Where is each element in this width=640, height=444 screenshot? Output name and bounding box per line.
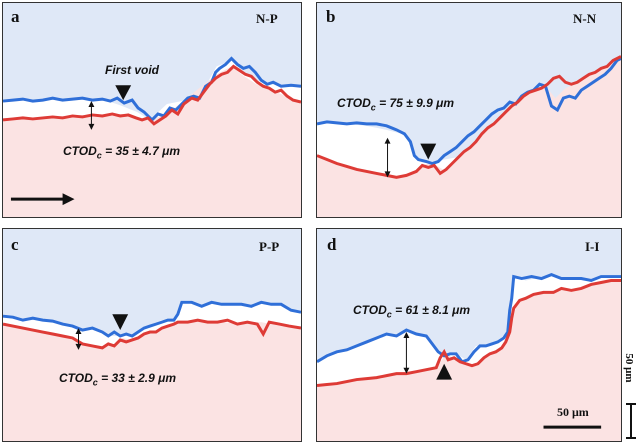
panel-b-ctod-text: CTODc = 75 ± 9.9 μm [337,96,454,112]
panel-a-void-marker [115,85,132,101]
panel-d-tag: I-I [585,239,600,254]
panel-d-blue-crack-line [317,272,621,364]
panel-b: b N-N CTODc = 75 ± 9.9 μm [316,2,622,218]
scale-bar-horizontal-label: 50 μm [557,405,589,419]
panel-c-red-crack-line [3,318,301,350]
panel-c-plot [3,229,301,441]
panel-d: d I-I CTODc = 61 ± 8.1 μm 50 μm [316,228,622,442]
panel-d-ctod-value: = 61 ± 8.1 μm [391,303,470,317]
panel-a-ctod-label: CTOD [63,144,97,158]
panel-d-ctod-text: CTODc = 61 ± 8.1 μm [353,303,470,319]
panel-b-tag: N-N [573,11,597,26]
panel-c-top-region [3,229,301,336]
panel-a-ctod-subscript: c [96,150,102,161]
panel-b-bottom-region [317,54,621,217]
panel-d-void-marker [436,363,453,380]
panel-a-ctod-text: CTODc = 35 ± 4.7 μm [63,144,180,160]
panel-c-blue-crack-line [3,300,301,338]
panel-b-ctod-subscript: c [370,102,376,113]
panel-d-bottom-region [317,280,621,441]
panel-d-plot [317,229,621,441]
panel-b-ctod-value: = 75 ± 9.9 μm [375,96,454,110]
panel-b-top-region [317,3,621,164]
panel-b-ctod-arrowhead-top [384,137,391,144]
panel-a-direction-arrowhead [62,193,75,206]
panel-b-ctod-arrowhead-bottom [384,171,391,178]
panel-a-label: a [11,7,20,26]
panel-a-first-void-note: First void [105,63,160,77]
panel-a-ctod-value: = 35 ± 4.7 μm [101,144,180,158]
panel-d-red-crack-line [317,279,621,388]
panel-c-ctod-arrowhead-top [75,328,82,335]
panel-b-blue-crack-line [317,57,621,166]
panel-a-bottom-region [3,66,301,217]
scale-bar-vertical-label: 50 μm [623,353,635,383]
panel-b-void-marker [420,143,437,160]
panel-c-ctod-value: = 33 ± 2.9 μm [97,371,176,385]
panel-c-ctod-subscript: c [92,377,98,388]
panel-b-label: b [326,7,336,26]
panel-c-ctod-text: CTODc = 33 ± 2.9 μm [59,371,176,387]
panel-b-plot [317,3,621,217]
panel-a-plot [3,3,301,217]
panel-d-top-region [317,229,621,362]
panel-c-ctod-label: CTOD [59,371,93,385]
panel-d-ctod-arrowhead-top [403,332,410,338]
panel-c-tag: P-P [259,239,280,254]
panel-c-bottom-region [3,320,301,441]
panel-c: c P-P CTODc = 33 ± 2.9 μm [2,228,302,442]
panel-a: a N-P First void CTODc = 35 ± 4.7 μm [2,2,302,218]
panel-a-tag: N-P [256,11,278,26]
panel-d-ctod-label: CTOD [353,303,387,317]
panel-d-ctod-arrowhead-bottom [403,367,410,374]
panel-a-top-region [3,3,301,120]
scale-bar-vertical [626,403,636,439]
panel-b-ctod-label: CTOD [337,96,371,110]
panel-d-label: d [327,235,337,254]
panel-c-ctod-arrowhead-bottom [75,343,82,350]
panel-c-label: c [11,235,19,254]
panel-b-red-crack-line [317,55,621,179]
panel-a-ctod-arrowhead-bottom [88,123,95,130]
panel-d-ctod-subscript: c [386,309,392,320]
panel-a-ctod-arrowhead-top [88,101,95,108]
panel-a-red-crack-line [3,64,301,126]
panel-c-void-marker [112,314,129,331]
